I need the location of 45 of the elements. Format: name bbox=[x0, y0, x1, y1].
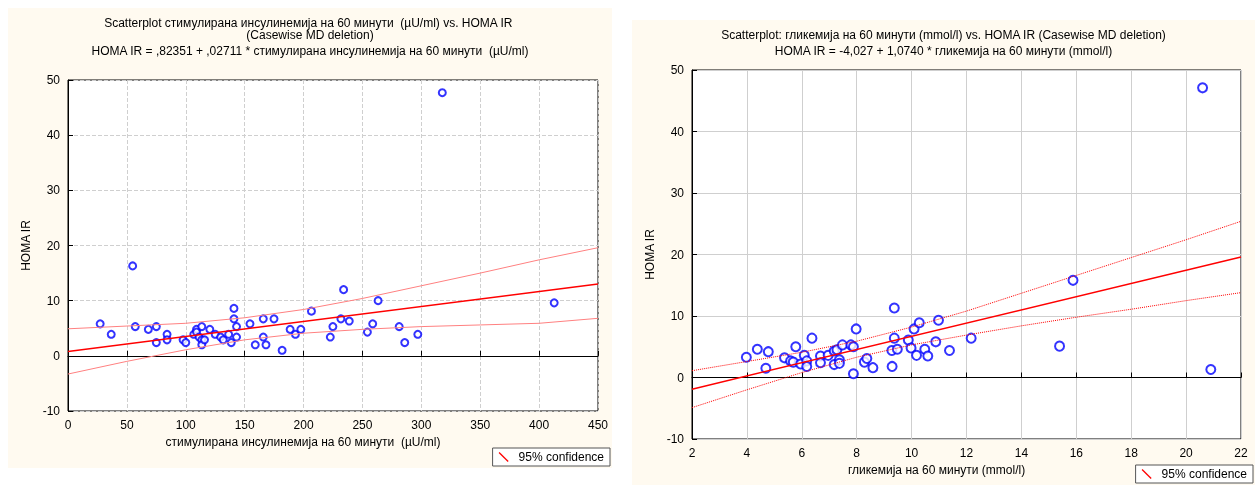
y-tick-label: 20 bbox=[670, 247, 685, 262]
y-tick-label: 0 bbox=[677, 370, 685, 385]
y-tick-label: 20 bbox=[46, 238, 61, 253]
y-tick-label: 10 bbox=[670, 309, 685, 323]
x-tick-label: 350 bbox=[470, 418, 491, 432]
y-tick-label: 50 bbox=[46, 73, 61, 87]
x-tick-label: 50 bbox=[120, 418, 134, 432]
x-tick-label: 0 bbox=[64, 418, 72, 432]
y-tick-label: 30 bbox=[670, 186, 685, 200]
y-tick-label: 0 bbox=[53, 348, 61, 363]
y-axis-title: HOMA IR bbox=[642, 228, 657, 280]
x-tick-label: 18 bbox=[1124, 446, 1139, 460]
x-tick-label: 4 bbox=[743, 446, 751, 460]
x-tick-label: 250 bbox=[352, 418, 373, 432]
x-tick-label: 400 bbox=[529, 418, 550, 432]
chart-subtitle: HOMA IR = ,82351 + ,02711 * стимулирана инсулинемија на 60 минути (µU/ml) bbox=[91, 44, 529, 58]
legend-label: 95% confidence bbox=[518, 450, 605, 464]
x-tick-label: 16 bbox=[1069, 446, 1084, 460]
x-tick-label: 2 bbox=[688, 446, 696, 460]
chart-title: Scatterplot стимулирана инсулинемија на 60 минути (µU/ml) vs. HOMA IR (Casewise MD deletion) bbox=[104, 16, 516, 42]
x-tick-label: 12 bbox=[959, 446, 974, 460]
x-tick-label: 14 bbox=[1014, 446, 1029, 460]
y-tick-label: -10 bbox=[666, 432, 685, 446]
y-tick-label: 10 bbox=[46, 293, 61, 308]
x-tick-label: 20 bbox=[1179, 446, 1194, 460]
x-tick-label: 22 bbox=[1234, 446, 1248, 460]
y-tick-label: 30 bbox=[46, 183, 61, 198]
x-tick-label: 10 bbox=[904, 446, 919, 460]
y-tick-label: 40 bbox=[46, 128, 61, 143]
x-tick-label: 100 bbox=[175, 418, 197, 432]
x-tick-label: 450 bbox=[587, 418, 609, 432]
chart-title: Scatterplot: гликемија на 60 минути (mmol/l) vs. HOMA IR (Casewise MD deletion) bbox=[721, 28, 1166, 42]
x-tick-label: 200 bbox=[293, 418, 314, 432]
x-tick-label: 8 bbox=[853, 446, 861, 460]
legend-label: 95% confidence bbox=[1161, 467, 1248, 481]
x-tick-label: 6 bbox=[798, 446, 806, 460]
chart-subtitle: HOMA IR = -4,027 + 1,0740 * гликемија на 60 минути (mmol/l) bbox=[774, 44, 1113, 58]
x-tick-label: 150 bbox=[234, 418, 255, 432]
x-axis-title: гликемија на 60 минути (mmol/l) bbox=[847, 462, 1026, 477]
x-tick-label: 300 bbox=[411, 418, 432, 432]
y-tick-label: 40 bbox=[670, 124, 685, 139]
y-axis-title: HOMA IR bbox=[18, 219, 33, 271]
x-axis-title: стимулирана инсулинемија на 60 минути (µU/ml) bbox=[165, 434, 441, 449]
y-tick-label: -10 bbox=[42, 404, 61, 418]
y-tick-label: 50 bbox=[670, 63, 685, 77]
